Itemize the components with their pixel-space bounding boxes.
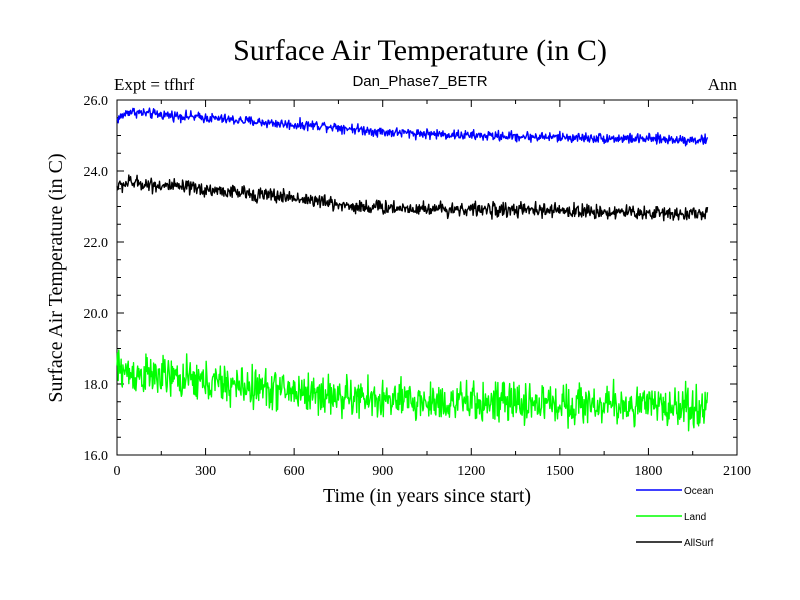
chart-title: Surface Air Temperature (in C) [233, 34, 607, 67]
legend-label-land: Land [684, 512, 706, 523]
x-tick-label: 1500 [546, 464, 574, 479]
x-tick-label: 900 [372, 464, 393, 479]
x-axis: 0 300 600 900 1200 1500 1800 2100 [114, 100, 751, 479]
series-line-allsurf [116, 174, 709, 222]
chart-subtitle: Dan_Phase7_BETR [352, 73, 487, 90]
y-tick-label: 20.0 [84, 307, 109, 322]
x-tick-label: 0 [114, 464, 121, 479]
x-tick-label: 1200 [457, 464, 485, 479]
legend: Ocean Land AllSurf [636, 486, 714, 549]
x-tick-label: 300 [195, 464, 216, 479]
experiment-label: Expt = tfhrf [114, 75, 195, 94]
y-tick-label: 22.0 [84, 236, 109, 251]
series-line-ocean [116, 107, 709, 147]
legend-label-allsurf: AllSurf [684, 538, 714, 549]
legend-label-ocean: Ocean [684, 486, 713, 497]
y-tick-label: 16.0 [84, 449, 109, 464]
y-axis: 16.0 18.0 20.0 22.0 24.0 26.0 [84, 94, 737, 464]
x-axis-label: Time (in years since start) [323, 485, 531, 507]
y-tick-label: 24.0 [84, 165, 109, 180]
y-tick-label: 18.0 [84, 378, 109, 393]
series-line-land [116, 349, 709, 432]
x-tick-label: 1800 [634, 464, 662, 479]
series-layer [116, 107, 709, 432]
x-tick-label: 2100 [723, 464, 751, 479]
x-tick-label: 600 [284, 464, 305, 479]
period-label: Ann [708, 75, 738, 94]
y-tick-label: 26.0 [84, 94, 109, 109]
y-axis-label: Surface Air Temperature (in C) [45, 153, 67, 402]
